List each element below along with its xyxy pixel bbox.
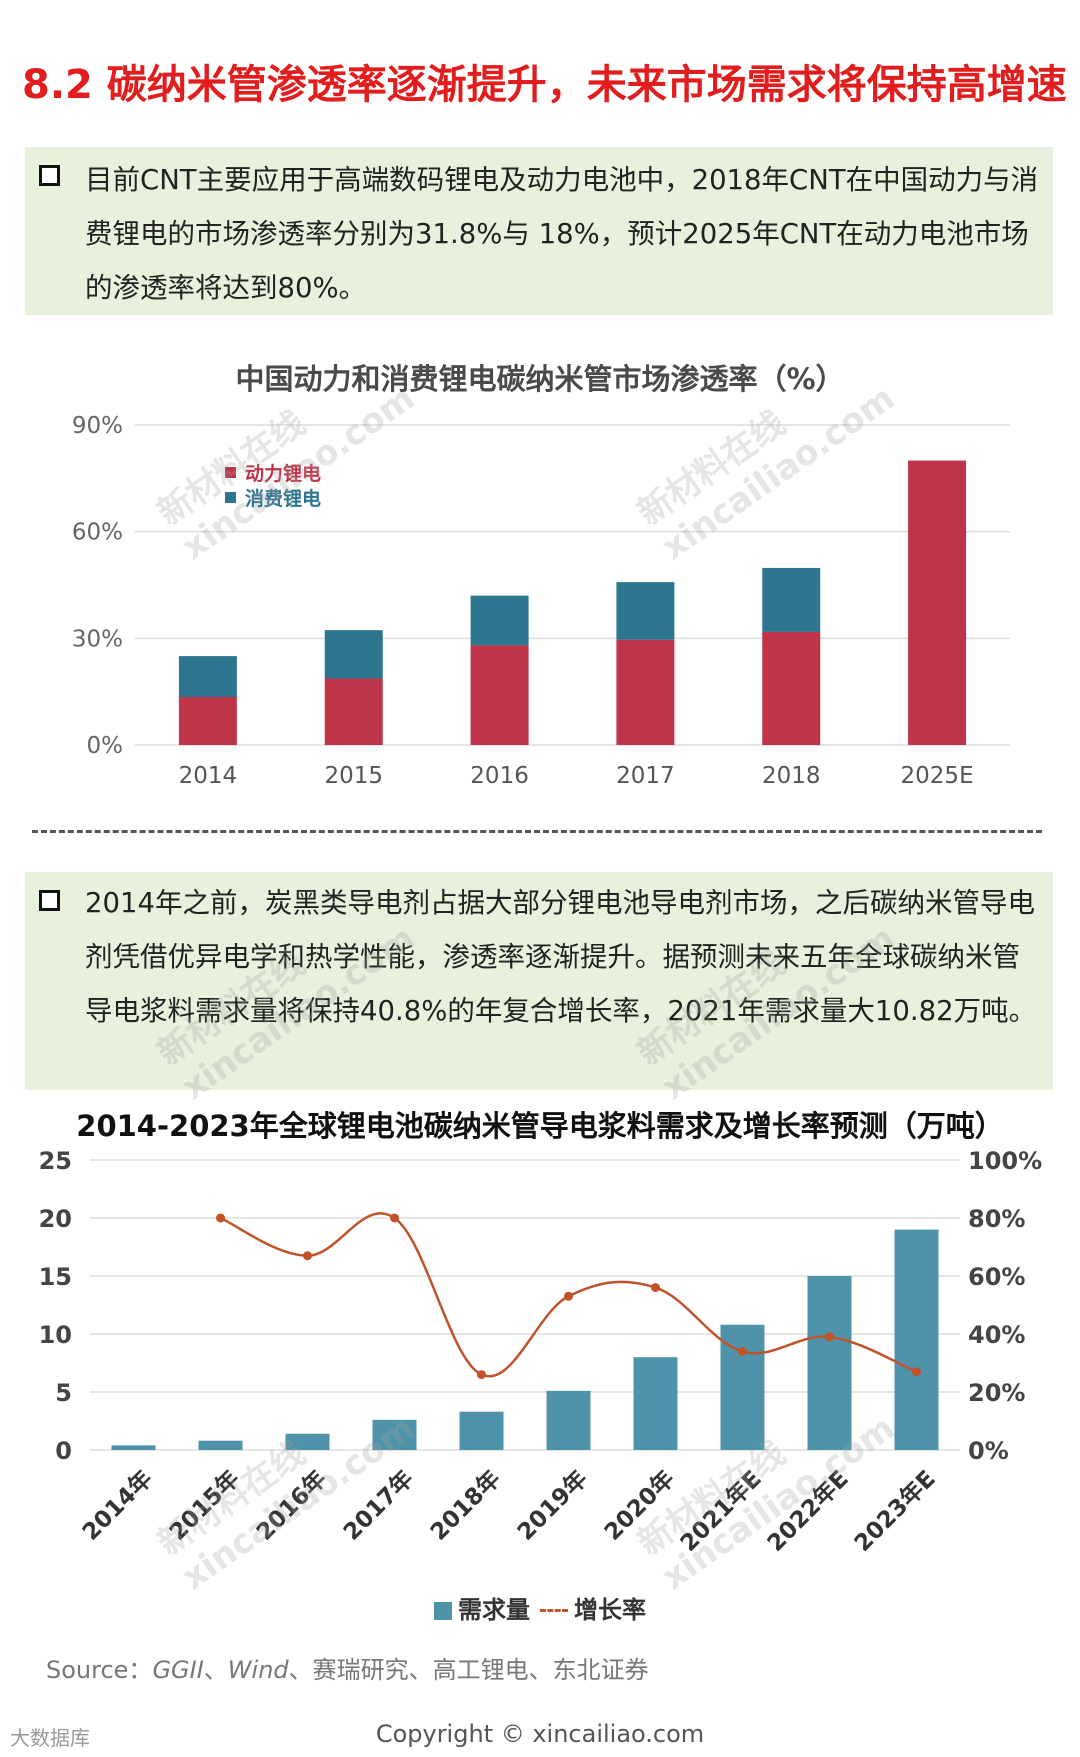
bar-power — [178, 697, 237, 745]
bar-power — [324, 678, 383, 745]
x-tick-label: 2022年E — [762, 1465, 854, 1557]
x-tick-label: 2015 — [324, 763, 383, 789]
bar-power — [908, 460, 967, 745]
y-left-tick-label: 0 — [55, 1437, 72, 1465]
source-rest: 、赛瑞研究、高工锂电、东北证券 — [288, 1656, 649, 1684]
x-tick-label: 2021年E — [675, 1465, 767, 1557]
x-tick-label: 2014年 — [77, 1465, 158, 1546]
y-tick-label: 30% — [72, 626, 123, 652]
chart2-title: 2014-2023年全球锂电池碳纳米管导电浆料需求及增长率预测（万吨） — [76, 1109, 1004, 1143]
y-tick-label: 60% — [72, 520, 123, 546]
y-right-tick-label: 100% — [968, 1147, 1042, 1175]
growth-point — [216, 1213, 225, 1223]
x-tick-label: 2018 — [762, 763, 821, 789]
y-tick-label: 90% — [72, 413, 123, 439]
growth-point — [738, 1346, 747, 1356]
bar-power — [762, 631, 821, 745]
legend-label: 动力锂电 — [245, 462, 321, 485]
chart1-title: 中国动力和消费锂电碳纳米管市场渗透率（%） — [235, 362, 845, 396]
growth-line — [219, 1212, 917, 1378]
x-tick-label: 2025E — [901, 763, 974, 789]
growth-point — [651, 1283, 660, 1293]
note-text-2: 2014年之前，炭黑类导电剂占据大部分锂电池导电剂市场，之后碳纳米管导电剂凭借优… — [85, 887, 1037, 1027]
bar-power — [616, 639, 675, 745]
legend-demand-label: 需求量 — [458, 1596, 530, 1624]
bar-demand — [807, 1276, 852, 1450]
y-left-tick-label: 10 — [39, 1321, 72, 1349]
legend-swatch — [225, 492, 236, 503]
legend-bar-swatch — [434, 1602, 452, 1620]
x-tick-label: 2017 — [616, 763, 675, 789]
source-line: Source：GGII、Wind、赛瑞研究、高工锂电、东北证券 — [46, 1656, 649, 1684]
chart2-legend: 需求量 增长率 — [0, 1590, 1080, 1625]
y-left-tick-label: 5 — [55, 1379, 72, 1407]
penetration-rate-chart: 0% 30% 60% 90% 2014 2015 2016 2017 2018 2025E 动力锂电… — [72, 413, 1010, 789]
y-left-tick-label: 15 — [39, 1263, 72, 1291]
legend-swatch — [225, 467, 236, 478]
y-left-tick-label: 25 — [39, 1147, 72, 1175]
x-tick-label: 2017年 — [338, 1465, 419, 1546]
bar-consumer — [470, 595, 529, 646]
bar-consumer — [324, 630, 383, 679]
y-right-tick-label: 80% — [968, 1205, 1025, 1233]
x-tick-label: 2019年 — [512, 1465, 593, 1546]
bar-consumer — [178, 656, 237, 697]
y-right-tick-label: 60% — [968, 1263, 1025, 1291]
growth-point — [390, 1213, 399, 1223]
page-title: 8.2 碳纳米管渗透率逐渐提升，未来市场需求将保持高增速 — [22, 62, 1067, 108]
source-ggii: GGII — [152, 1656, 204, 1684]
x-tick-label: 2016年 — [251, 1465, 332, 1546]
growth-point — [564, 1291, 573, 1301]
x-tick-label: 2015年 — [164, 1465, 245, 1546]
y-left-tick-label: 20 — [39, 1205, 72, 1233]
note-box-2: 2014年之前，炭黑类导电剂占据大部分锂电池导电剂市场，之后碳纳米管导电剂凭借优… — [25, 872, 1053, 1090]
bar-consumer — [616, 582, 675, 640]
bar-demand — [459, 1411, 504, 1450]
source-label: Source： — [46, 1656, 153, 1684]
note-box-1: 目前CNT主要应用于高端数码锂电及动力电池中，2018年CNT在中国动力与消费锂… — [25, 147, 1053, 315]
bar-consumer — [762, 567, 821, 632]
bar-demand — [372, 1419, 417, 1450]
x-tick-label: 2020年 — [599, 1465, 680, 1546]
legend-line-swatch — [540, 1609, 568, 1612]
bar-demand — [198, 1440, 243, 1450]
section-divider — [32, 830, 1042, 833]
note-text-1: 目前CNT主要应用于高端数码锂电及动力电池中，2018年CNT在中国动力与消费锂… — [85, 164, 1039, 304]
y-right-tick-label: 20% — [968, 1379, 1025, 1407]
growth-point — [477, 1370, 486, 1380]
bar-demand — [546, 1390, 591, 1450]
x-tick-label: 2023年E — [849, 1465, 941, 1557]
growth-point — [825, 1332, 834, 1342]
source-wind: Wind — [227, 1656, 289, 1684]
y-tick-label: 0% — [87, 733, 124, 759]
legend-growth-label: 增长率 — [574, 1596, 646, 1624]
square-bullet-icon — [39, 165, 60, 186]
square-bullet-icon — [39, 890, 60, 911]
corner-logo: 大数据库 — [10, 1726, 90, 1750]
bar-power — [470, 645, 529, 745]
copyright: Copyright © xincailiao.com — [375, 1720, 705, 1748]
y-right-tick-label: 0% — [968, 1437, 1009, 1465]
bar-demand — [894, 1229, 939, 1450]
bar-demand — [633, 1357, 678, 1450]
x-tick-label: 2016 — [470, 763, 529, 789]
legend-label: 消费锂电 — [245, 487, 321, 510]
growth-point — [912, 1367, 921, 1377]
x-tick-label: 2014 — [179, 763, 238, 789]
bar-demand — [111, 1445, 156, 1450]
growth-point — [303, 1251, 312, 1261]
x-tick-label: 2018年 — [425, 1465, 506, 1546]
bar-demand — [285, 1433, 330, 1450]
y-right-tick-label: 40% — [968, 1321, 1025, 1349]
